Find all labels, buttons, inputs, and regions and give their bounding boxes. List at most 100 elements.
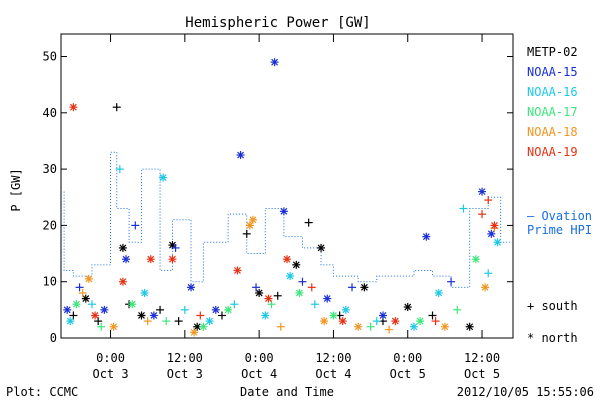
point-noaa-15 bbox=[298, 277, 307, 286]
point-metp-02 bbox=[112, 103, 121, 112]
point-noaa-16 bbox=[341, 305, 350, 314]
legend-metp-02: METP-02 bbox=[527, 45, 578, 59]
point-noaa-17 bbox=[471, 255, 480, 264]
point-metp-02 bbox=[255, 288, 264, 297]
point-noaa-19 bbox=[283, 255, 291, 264]
point-noaa-17 bbox=[97, 322, 106, 331]
point-metp-02 bbox=[465, 322, 474, 331]
point-noaa-15 bbox=[75, 283, 84, 292]
y-tick-label: 20 bbox=[43, 218, 57, 232]
point-noaa-19 bbox=[69, 103, 78, 112]
point-noaa-17 bbox=[267, 300, 276, 309]
point-noaa-19 bbox=[233, 266, 242, 275]
point-noaa-17 bbox=[329, 311, 338, 320]
point-noaa-15 bbox=[422, 232, 431, 241]
point-noaa-19 bbox=[196, 311, 205, 320]
point-noaa-17 bbox=[366, 322, 375, 331]
plot-frame bbox=[60, 33, 514, 339]
x-tick-time: 12:00 bbox=[315, 351, 351, 365]
point-noaa-17 bbox=[295, 288, 304, 297]
ovation-prime-hpi-line bbox=[63, 151, 510, 288]
point-noaa-15 bbox=[236, 151, 245, 160]
y-axis-label: P [GW] bbox=[9, 168, 23, 211]
x-tick-date: Oct 5 bbox=[464, 367, 500, 381]
point-noaa-18 bbox=[276, 322, 285, 331]
y-tick-label: 50 bbox=[43, 50, 57, 64]
x-tick-date: Oct 5 bbox=[390, 367, 426, 381]
point-noaa-15 bbox=[149, 311, 158, 320]
point-noaa-16 bbox=[140, 288, 149, 297]
point-metp-02 bbox=[242, 229, 251, 238]
y-tick-label: 40 bbox=[43, 106, 57, 120]
point-noaa-15 bbox=[279, 207, 288, 216]
point-noaa-16 bbox=[372, 317, 381, 326]
x-tick-date: Oct 3 bbox=[167, 367, 203, 381]
x-axis-label: Date and Time bbox=[240, 385, 334, 399]
chart-title: Hemispheric Power [GW] bbox=[185, 15, 370, 31]
point-noaa-15 bbox=[252, 283, 261, 292]
point-noaa-17 bbox=[453, 305, 462, 314]
legend-marker-north: * north bbox=[527, 331, 578, 345]
x-tick-date: Oct 4 bbox=[241, 367, 277, 381]
point-metp-02 bbox=[273, 291, 282, 300]
point-metp-02 bbox=[81, 294, 90, 303]
point-metp-02 bbox=[94, 317, 103, 326]
x-tick-date: Oct 3 bbox=[92, 367, 128, 381]
point-noaa-17 bbox=[128, 300, 137, 309]
legend-noaa-15: NOAA-15 bbox=[527, 65, 578, 79]
legend-noaa-18: NOAA-18 bbox=[527, 125, 578, 139]
point-noaa-17 bbox=[72, 300, 81, 309]
x-tick-time: 0:00 bbox=[96, 351, 125, 365]
point-noaa-18 bbox=[245, 221, 254, 230]
point-noaa-18 bbox=[190, 328, 199, 337]
point-noaa-19 bbox=[478, 210, 487, 219]
point-noaa-16 bbox=[459, 204, 468, 213]
point-noaa-15 bbox=[478, 187, 487, 196]
legend-noaa-16: NOAA-16 bbox=[527, 85, 578, 99]
point-metp-02 bbox=[360, 283, 369, 292]
point-noaa-19 bbox=[264, 294, 273, 303]
x-tick-date: Oct 4 bbox=[315, 367, 351, 381]
point-noaa-18 bbox=[78, 288, 87, 297]
legend-ovation-line2: Prime HPI bbox=[527, 223, 592, 237]
point-noaa-18 bbox=[109, 322, 118, 331]
point-noaa-19 bbox=[484, 196, 493, 205]
point-metp-02 bbox=[217, 311, 226, 320]
point-noaa-18 bbox=[248, 215, 257, 224]
point-noaa-16 bbox=[180, 305, 189, 314]
point-noaa-17 bbox=[162, 317, 171, 326]
legend-ovation-line1: — Ovation bbox=[527, 209, 592, 223]
point-metp-02 bbox=[174, 317, 183, 326]
point-metp-02 bbox=[292, 260, 301, 269]
y-tick-label: 30 bbox=[43, 162, 57, 176]
point-noaa-16 bbox=[310, 300, 319, 309]
point-noaa-15 bbox=[447, 277, 456, 286]
point-metp-02 bbox=[428, 311, 437, 320]
x-tick-time: 12:00 bbox=[167, 351, 203, 365]
point-noaa-15 bbox=[63, 305, 72, 314]
point-noaa-18 bbox=[84, 274, 93, 283]
point-noaa-15 bbox=[171, 243, 180, 252]
point-noaa-15 bbox=[378, 311, 387, 320]
legend: METP-02 NOAA-15 NOAA-16 NOAA-17 NOAA-18 NOAA-… bbox=[527, 45, 592, 345]
point-noaa-15 bbox=[487, 229, 496, 238]
point-noaa-17 bbox=[199, 322, 208, 331]
point-noaa-16 bbox=[493, 238, 502, 247]
point-noaa-16 bbox=[87, 300, 96, 309]
y-tick-label: 0 bbox=[50, 331, 57, 345]
ovation-prime-hpi-series bbox=[63, 151, 510, 288]
point-noaa-19 bbox=[431, 317, 440, 326]
point-noaa-19 bbox=[490, 221, 499, 230]
point-metp-02 bbox=[317, 243, 326, 252]
point-noaa-18 bbox=[440, 322, 449, 331]
point-metp-02 bbox=[304, 218, 313, 227]
point-noaa-15 bbox=[323, 294, 332, 303]
point-noaa-19 bbox=[91, 311, 100, 320]
point-noaa-16 bbox=[261, 311, 270, 320]
point-noaa-15 bbox=[100, 305, 109, 314]
point-noaa-16 bbox=[484, 269, 493, 278]
point-metp-02 bbox=[137, 311, 146, 320]
x-tick-time: 0:00 bbox=[393, 351, 422, 365]
legend-noaa-19: NOAA-19 bbox=[527, 145, 578, 159]
